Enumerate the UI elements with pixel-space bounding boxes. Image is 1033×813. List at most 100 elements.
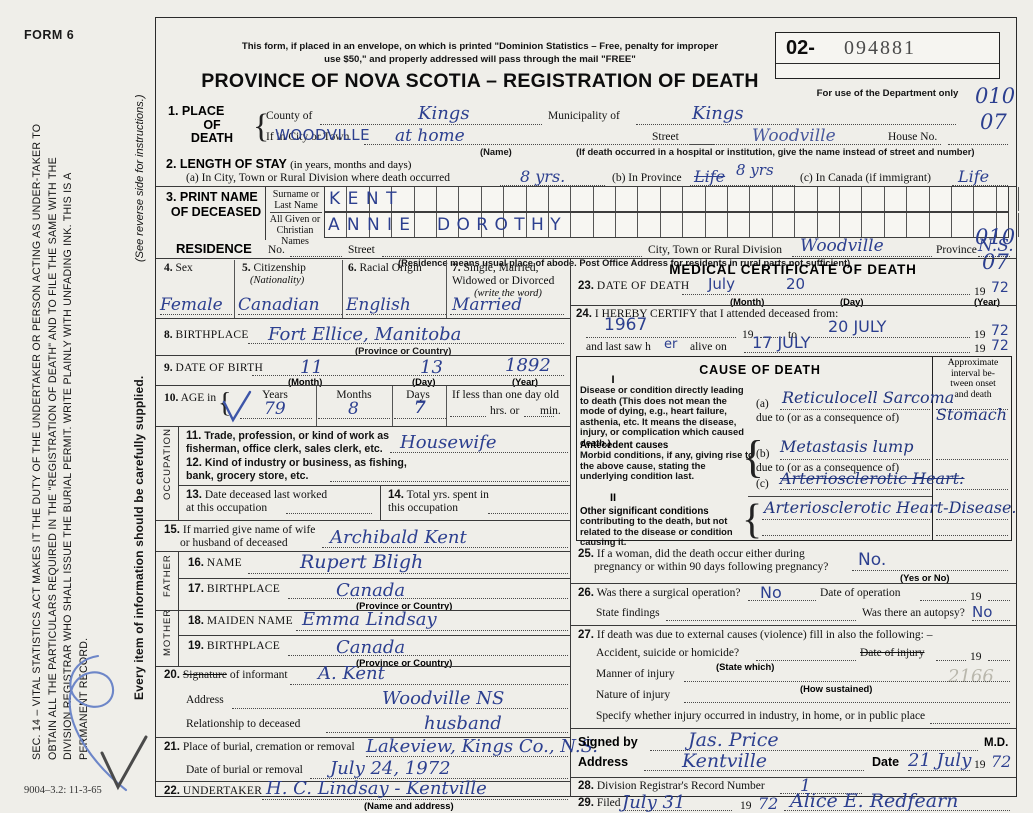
last-saw-label-b: alive on (690, 341, 727, 353)
certify-from-field[interactable] (586, 337, 736, 338)
q27-accident-field[interactable] (756, 660, 856, 661)
stay-city-field[interactable] (500, 185, 605, 186)
county-field[interactable] (320, 124, 542, 125)
age-months-field[interactable] (318, 418, 390, 419)
q27-specify-field[interactable] (930, 723, 1010, 724)
q27-year-field[interactable] (988, 660, 1010, 661)
trade-label-1: Trade, profession, or kind of work as (204, 430, 390, 442)
last-saw-year: 72 (991, 338, 1009, 354)
cause-c-interval-field[interactable] (936, 489, 1008, 490)
burial-date-field[interactable] (310, 778, 568, 779)
dob-field[interactable] (252, 375, 564, 376)
margin-check-mark (100, 735, 148, 791)
last-worked-field[interactable] (286, 513, 372, 514)
divider-after-industry (178, 485, 570, 486)
residence-city-field[interactable] (792, 256, 932, 257)
age-days-field[interactable] (394, 418, 446, 419)
cause-due-to-1: due to (or as a consequence of) (756, 412, 900, 424)
age-min-field[interactable] (524, 416, 554, 417)
certify-from-year-field[interactable] (760, 337, 782, 338)
residence-no-field[interactable] (290, 256, 342, 257)
birthplace-label: 8. BIRTHPLACE (164, 329, 249, 342)
burial-field[interactable] (366, 756, 568, 757)
informant-address-field[interactable] (232, 708, 568, 709)
q26-field[interactable] (748, 600, 816, 601)
q26-findings-field[interactable] (666, 620, 856, 621)
q26-number: 26. (578, 587, 594, 599)
cause-part2-field[interactable] (762, 519, 930, 520)
date-of-death-field[interactable] (682, 294, 970, 295)
certify-to-field[interactable] (808, 337, 970, 338)
spouse-field[interactable] (322, 547, 568, 548)
signed-address-field[interactable] (644, 770, 864, 771)
industry-field[interactable] (330, 481, 568, 482)
q29-registrar-field[interactable] (784, 810, 1010, 811)
municipality-field[interactable] (636, 124, 956, 125)
q29-date-field[interactable] (622, 810, 732, 811)
q25-field[interactable] (852, 570, 1008, 571)
stay-canada-field[interactable] (952, 185, 1008, 186)
total-years-field[interactable] (488, 513, 568, 514)
registration-number-box[interactable]: 02- 094881 (775, 32, 1000, 79)
cause-part2-interval-field[interactable] (936, 519, 1008, 520)
last-saw-label-a: and last saw h (586, 341, 651, 353)
sex-field[interactable] (160, 314, 232, 315)
cause-part2-value: Arteriosclerotic Heart-Disease. (764, 498, 1017, 517)
cause-c-field[interactable] (780, 489, 930, 490)
trade-value: Housewife (400, 432, 497, 453)
residence-street-field[interactable] (382, 256, 642, 257)
father-birthplace-field[interactable] (288, 598, 568, 599)
cause-a-interval-field[interactable] (936, 409, 1008, 410)
dob-day-sub: (Day) (412, 376, 436, 387)
q27-nature-field[interactable] (684, 702, 1010, 703)
given-name-grid[interactable] (324, 212, 1020, 238)
city-or-town-field[interactable] (364, 144, 714, 145)
divider-after-father-name (178, 578, 570, 579)
father-birthplace-number: 17. (188, 583, 204, 595)
q26-autopsy-field[interactable] (972, 620, 1010, 621)
racial-origin-field[interactable] (346, 314, 446, 315)
q26-date-field[interactable] (920, 600, 966, 601)
surname-grid[interactable] (324, 186, 1020, 212)
signed-by-label: Signed by (578, 735, 638, 749)
street-field[interactable] (690, 144, 941, 145)
age-col-divider-1 (316, 386, 317, 426)
signed-address-value: Kentville (682, 750, 768, 772)
cause-a-field[interactable] (780, 409, 930, 410)
q26-year-field[interactable] (988, 600, 1010, 601)
signed-by-field[interactable] (650, 750, 978, 751)
signed-date-field[interactable] (908, 770, 970, 771)
cause-part2-field-2[interactable] (762, 535, 930, 536)
informant-relationship-field[interactable] (326, 732, 568, 733)
q27-manner-field[interactable] (684, 681, 1010, 682)
burial-date-label: Date of burial or removal (186, 764, 303, 776)
cause-b-field[interactable] (780, 459, 930, 460)
form-frame (155, 17, 1017, 797)
father-name-field[interactable] (248, 573, 568, 574)
interval-header: Approximate interval be- tween onset and… (934, 357, 1012, 400)
residence-province-field[interactable] (978, 256, 1010, 257)
citizenship-field[interactable] (238, 314, 342, 315)
last-saw-field[interactable] (744, 352, 970, 353)
age-hrs-field[interactable] (450, 416, 486, 417)
marital-field[interactable] (450, 314, 564, 315)
trade-field[interactable] (390, 452, 568, 453)
q27-injury-date-field[interactable] (936, 660, 966, 661)
house-number-field[interactable] (948, 144, 1008, 145)
stay-province-field[interactable] (690, 185, 795, 186)
q26-findings-label: State findings (596, 607, 660, 619)
marital-value: Married (452, 295, 523, 315)
mother-birthplace-field[interactable] (288, 655, 568, 656)
undertaker-field[interactable] (262, 799, 568, 800)
informant-field[interactable] (290, 684, 568, 685)
cause-part2-heading: Other significant conditions (580, 506, 709, 517)
stay-province-struck-value: Life (694, 167, 726, 186)
cause-b-interval-field[interactable] (936, 459, 1008, 460)
cause-part2-interval-field-2[interactable] (936, 535, 1008, 536)
age-grid (232, 386, 570, 426)
birthplace-field[interactable] (248, 343, 564, 344)
q28-field[interactable] (780, 793, 862, 794)
mother-maiden-field[interactable] (296, 630, 568, 631)
trade-label: 11. Trade, profession, or kind of work a… (186, 430, 471, 455)
age-years-field[interactable] (240, 418, 312, 419)
